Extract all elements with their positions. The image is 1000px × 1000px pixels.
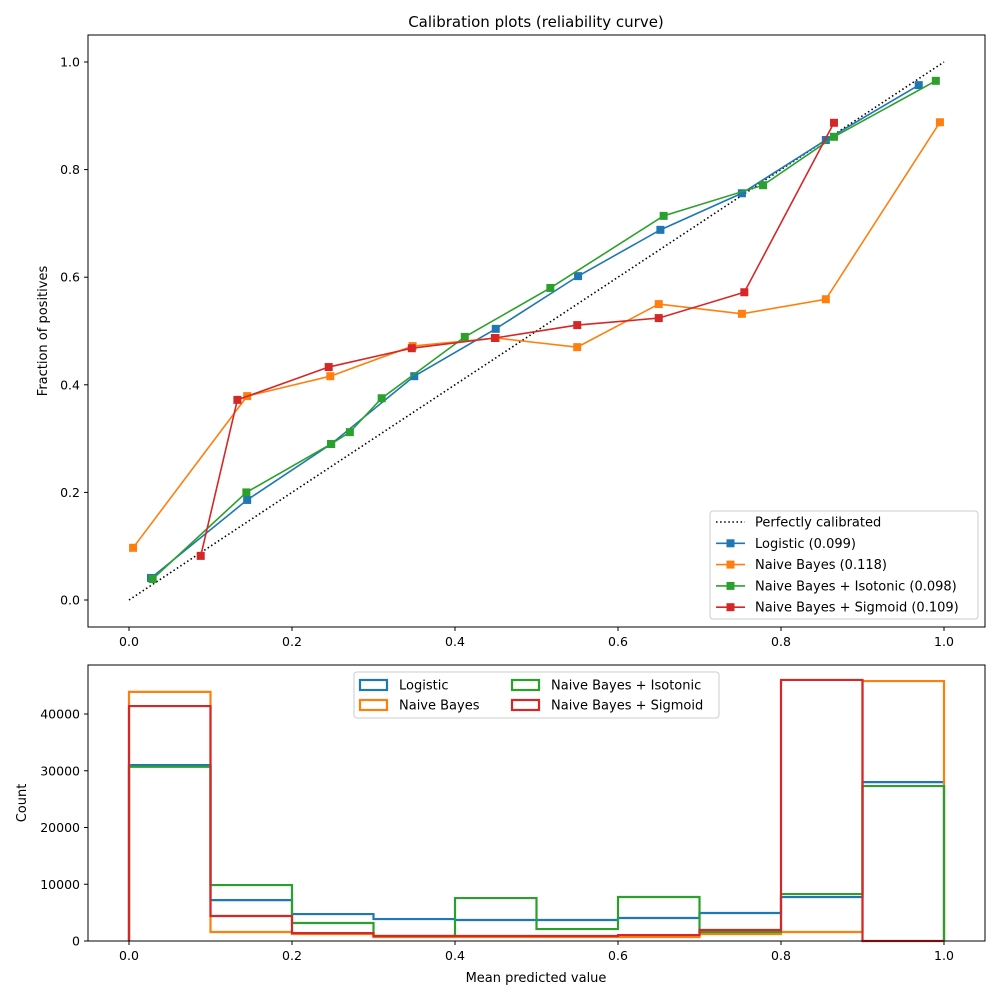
data-point (759, 181, 768, 190)
y-tick-label: 0.6 (60, 270, 80, 285)
data-point (196, 551, 205, 560)
data-point (407, 344, 416, 353)
x-tick-label: 0.8 (771, 948, 791, 963)
data-point (490, 333, 499, 342)
data-point (491, 324, 500, 333)
x-tick-label: 1.0 (934, 948, 954, 963)
data-point (345, 428, 354, 437)
data-point (327, 439, 336, 448)
histogram-plot: 0.0 0.2 0.4 0.6 0.8 1.0 0 10000 20000 30000 40000 L… (40, 664, 986, 963)
data-point (460, 332, 469, 341)
legend-label: Logistic (0.099) (755, 537, 856, 552)
data-point (740, 288, 749, 297)
series-line-2 (132, 121, 941, 549)
calibration-plot: 0.0 0.2 0.4 0.6 0.8 1.0 0.0 0.2 0.4 0.6 0.8 1.0 Perf… (60, 34, 986, 649)
x-tick-label: 0.4 (445, 948, 465, 963)
data-point (324, 363, 333, 372)
bottom-legend: Logistic Naive Bayes Naive Bayes + Isotoni… (353, 671, 720, 719)
data-point (410, 372, 419, 381)
data-point (148, 575, 157, 584)
y-tick-label: 30000 (40, 763, 80, 778)
data-point (821, 136, 830, 145)
y-tick-label: 40000 (40, 707, 80, 722)
x-tick-label: 0.0 (119, 948, 139, 963)
top-y-axis-label: Fraction of positives (36, 266, 51, 397)
bottom-x-axis-label: Mean predicted value (466, 971, 607, 986)
x-tick-label: 0.0 (119, 634, 139, 649)
legend-label: Naive Bayes + Isotonic (0.098) (755, 579, 957, 594)
data-point (931, 76, 940, 85)
legend-box (353, 671, 720, 719)
legend-label: Naive Bayes (0.118) (755, 558, 887, 573)
legend-patch (358, 678, 389, 692)
y-tick-label: 0.4 (60, 377, 80, 392)
y-tick-label: 0.2 (60, 485, 80, 500)
top-legend: Perfectly calibrated Logistic (0.099) Naiv… (709, 510, 979, 620)
x-tick-label: 0.6 (608, 634, 628, 649)
data-point (935, 118, 944, 127)
data-point (737, 189, 746, 198)
data-point (546, 283, 555, 292)
data-point (829, 118, 838, 127)
data-point (242, 488, 251, 497)
legend-marker (726, 539, 735, 548)
y-tick-label: 0 (72, 934, 80, 949)
series-line-4 (199, 122, 835, 557)
x-tick-label: 0.6 (608, 948, 628, 963)
legend-box (709, 510, 979, 620)
y-tick-label: 0.8 (60, 162, 80, 177)
legend-label: Naive Bayes + Isotonic (551, 679, 701, 694)
legend-patch (358, 698, 389, 712)
y-tick-label: 20000 (40, 820, 80, 835)
bottom-y-axis-label: Count (15, 784, 30, 823)
data-point (914, 81, 923, 90)
legend-label: Naive Bayes + Sigmoid (551, 699, 703, 714)
data-point (326, 372, 335, 381)
x-tick-label: 0.4 (445, 634, 465, 649)
legend-marker (726, 603, 735, 612)
x-tick-label: 0.8 (771, 634, 791, 649)
y-tick-label: 0.0 (60, 593, 80, 608)
y-tick-label: 1.0 (60, 55, 80, 70)
data-point (573, 321, 582, 330)
data-point (737, 309, 746, 318)
legend-patch (510, 678, 541, 692)
data-point (573, 343, 582, 352)
y-tick-label: 10000 (40, 877, 80, 892)
data-point (129, 543, 138, 552)
x-tick-label: 0.2 (282, 948, 302, 963)
histogram-step-2 (127, 765, 946, 941)
x-tick-label: 1.0 (934, 634, 954, 649)
top-chart-title: Calibration plots (reliability curve) (408, 13, 664, 31)
histogram-step-3 (127, 678, 944, 943)
legend-marker (726, 560, 735, 569)
data-point (829, 132, 838, 141)
data-point (654, 314, 663, 323)
data-point (654, 300, 663, 309)
x-tick-label: 0.2 (282, 634, 302, 649)
legend-marker (726, 581, 735, 590)
data-point (659, 211, 668, 220)
legend-label: Logistic (399, 679, 448, 694)
legend-label: Perfectly calibrated (755, 516, 881, 531)
data-point (574, 272, 583, 281)
legend-label: Naive Bayes + Sigmoid (0.109) (755, 601, 959, 616)
data-point (243, 495, 252, 504)
top-axes-frame (87, 34, 986, 628)
legend-patch (510, 698, 541, 712)
series-line-1 (150, 84, 920, 579)
data-point (233, 395, 242, 404)
data-point (821, 295, 830, 304)
data-point (656, 225, 665, 234)
legend-label: Naive Bayes (399, 699, 480, 714)
data-point (377, 394, 386, 403)
bottom-axes-frame (87, 664, 986, 942)
